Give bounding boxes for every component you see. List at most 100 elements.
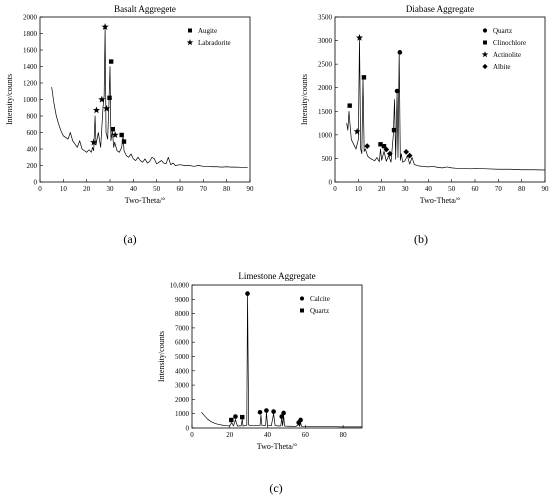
peak-marker-star	[111, 131, 119, 138]
xrd-pattern-line	[346, 37, 546, 171]
x-tick-label: 0	[190, 431, 194, 439]
peak-marker-circle	[271, 409, 276, 414]
peak-marker-circle	[264, 408, 269, 413]
x-tick-label: 30	[402, 185, 410, 193]
panel-c: Limestone Aggregate 0 20 40 60 80 0 1000 2000 300…	[157, 271, 363, 495]
peak-marker-square	[391, 127, 397, 133]
x-tick-label: 90	[542, 185, 550, 193]
y-tick-label: 5000	[175, 353, 190, 361]
x-tick-label: 70	[200, 185, 208, 193]
x-tick-label: 40	[264, 431, 272, 439]
y-tick-label: 500	[322, 155, 333, 163]
x-tick-label: 60	[302, 431, 310, 439]
y-tick-label: 0	[329, 179, 333, 187]
y-axis-label: Intensity/counts	[157, 331, 166, 382]
panel-b: Diabase Aggregate 0 10 20 30 40 50 60 70 80 90 0 500…	[300, 4, 549, 246]
y-tick-label: 2000	[318, 84, 333, 92]
peak-marker-star	[98, 95, 106, 103]
legend-symbol-square	[483, 40, 487, 45]
legend-label: Augite	[198, 27, 217, 35]
peak-marker-circle	[233, 414, 238, 419]
chart-title: Diabase Aggregate	[406, 4, 474, 14]
x-tick-label: 50	[153, 185, 161, 193]
peak-marker-diamond	[364, 143, 371, 150]
peak-marker-square	[378, 142, 383, 147]
peak-marker-star	[102, 104, 111, 112]
y-tick-label: 10,000	[170, 282, 190, 290]
x-tick-label: 80	[223, 185, 231, 193]
peak-marker-diamond	[406, 152, 413, 159]
y-tick-label: 3500	[318, 14, 333, 22]
x-tick-label: 90	[247, 185, 255, 193]
peak-marker-circle	[397, 50, 403, 55]
peak-marker-star	[355, 34, 364, 41]
y-tick-label: 2000	[23, 14, 38, 22]
x-tick-label: 40	[425, 185, 433, 193]
x-tick-label: 0	[333, 185, 337, 193]
y-tick-label: 1400	[23, 63, 38, 71]
legend-symbol-square	[300, 308, 304, 313]
y-tick-label: 6000	[175, 339, 190, 347]
legend-label: Quartz	[493, 27, 512, 35]
x-axis-label: Two-Theta/°	[257, 442, 297, 451]
y-tick-label: 4000	[175, 367, 190, 375]
y-tick-label: 9000	[175, 296, 190, 304]
plot-frame	[334, 16, 546, 183]
peak-marker-square	[381, 143, 387, 149]
x-tick-label: 10	[60, 185, 68, 193]
peak-marker-diamond	[403, 148, 410, 155]
x-tick-label: 60	[177, 185, 185, 193]
legend-label: Clinochlore	[493, 39, 526, 47]
legend-symbol-circle	[482, 28, 488, 33]
legend-symbol-circle	[299, 296, 305, 301]
x-tick-label: 80	[518, 185, 526, 193]
peak-marker-star	[92, 106, 101, 114]
x-tick-label: 0	[38, 185, 42, 193]
peak-marker-circle	[279, 414, 285, 419]
peak-marker-square	[240, 414, 245, 420]
peak-marker-circle	[281, 410, 286, 416]
chart-title: Basalt Aggregete	[114, 4, 176, 14]
xrd-pattern-line	[201, 293, 362, 428]
peak-marker-square	[110, 127, 115, 132]
peak-marker-square	[107, 95, 112, 101]
y-tick-label: 0	[34, 179, 38, 187]
y-axis-label: Intensity/counts	[300, 74, 309, 125]
y-tick-label: 1000	[23, 96, 38, 104]
y-tick-label: 1800	[23, 30, 38, 38]
y-tick-label: 7000	[175, 324, 190, 332]
peak-marker-circle	[245, 291, 250, 296]
y-axis-label: Intensity/counts	[5, 74, 14, 125]
panel-caption: (b)	[414, 232, 428, 246]
panel-caption: (a)	[123, 232, 136, 246]
legend-symbol-diamond	[482, 63, 488, 70]
legend-label: Actinolite	[493, 51, 521, 59]
peak-marker-square	[108, 59, 114, 64]
panel-caption: (c)	[269, 481, 282, 495]
legend-label: Albite	[493, 63, 511, 71]
y-tick-label: 1200	[23, 80, 38, 88]
x-axis-label: Two-Theta/°	[420, 196, 460, 205]
chart-title: Limestone Aggregate	[238, 271, 315, 281]
legend-label: Quartz	[310, 307, 329, 315]
y-tick-label: 2500	[318, 61, 333, 69]
y-tick-label: 400	[27, 146, 38, 154]
y-tick-label: 1600	[23, 47, 38, 55]
x-tick-label: 40	[130, 185, 138, 193]
x-tick-label: 30	[107, 185, 115, 193]
y-tick-label: 3000	[175, 382, 190, 390]
x-tick-label: 20	[378, 185, 386, 193]
x-tick-label: 60	[472, 185, 480, 193]
x-tick-label: 20	[226, 431, 234, 439]
peak-marker-diamond	[386, 150, 393, 157]
x-tick-label: 20	[83, 185, 91, 193]
legend-symbol-square	[188, 28, 192, 33]
y-tick-label: 1000	[318, 131, 333, 139]
peak-marker-diamond	[383, 146, 390, 153]
y-tick-label: 200	[27, 162, 38, 170]
y-tick-label: 2000	[175, 396, 190, 404]
peak-marker-star	[353, 127, 361, 135]
peak-marker-square	[347, 103, 352, 108]
x-tick-label: 80	[340, 431, 348, 439]
peak-marker-square	[229, 417, 234, 423]
